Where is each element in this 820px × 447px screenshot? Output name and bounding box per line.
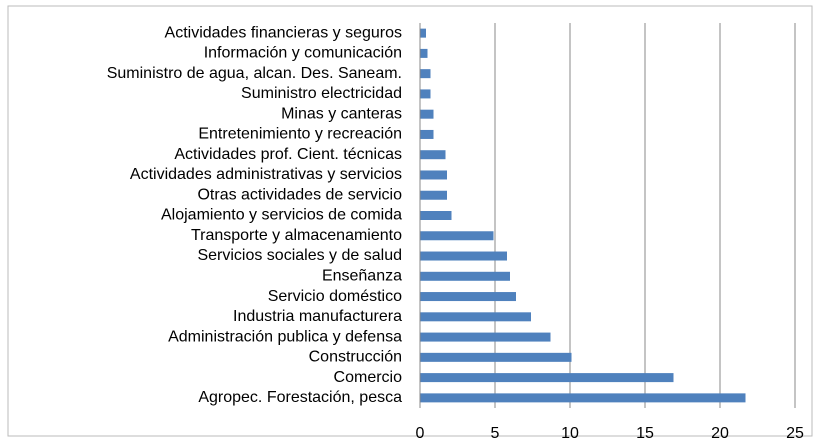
x-tick-label: 25 <box>786 425 804 442</box>
y-tick-label: Información y comunicación <box>204 45 402 62</box>
bar <box>420 373 674 383</box>
bar <box>420 292 516 302</box>
bar <box>420 150 446 160</box>
bar <box>420 393 746 403</box>
x-tick-label: 15 <box>636 425 654 442</box>
bar <box>420 352 572 362</box>
bar <box>420 271 510 281</box>
bar <box>420 190 447 200</box>
y-tick-label: Alojamiento y servicios de comida <box>161 207 402 224</box>
bar <box>420 251 507 261</box>
bar <box>420 109 434 119</box>
bar <box>420 129 434 139</box>
bar <box>420 211 452 220</box>
y-tick-label: Comercio <box>334 369 403 386</box>
y-tick-label: Otras actividades de servicio <box>197 186 402 203</box>
y-tick-label: Construcción <box>309 349 402 366</box>
y-tick-label: Minas y canteras <box>281 105 402 122</box>
bar <box>420 231 494 241</box>
y-tick-label: Suministro electricidad <box>241 85 402 102</box>
y-tick-label: Servicio doméstico <box>268 288 402 305</box>
x-tick-label: 20 <box>711 425 729 442</box>
bar <box>420 332 551 342</box>
y-tick-label: Agropec. Forestación, pesca <box>198 389 402 406</box>
y-tick-label: Servicios sociales y de salud <box>197 247 402 264</box>
x-tick-label: 0 <box>416 425 425 442</box>
bar <box>420 312 531 322</box>
bar <box>420 28 426 38</box>
y-tick-label: Suministro de agua, alcan. Des. Saneam. <box>107 65 402 82</box>
x-tick-label: 10 <box>561 425 579 442</box>
y-tick-label: Actividades administrativas y servicios <box>130 166 402 183</box>
bar <box>420 89 431 99</box>
bar <box>420 48 428 58</box>
y-tick-label: Actividades financieras y seguros <box>165 24 402 41</box>
x-tick-label: 5 <box>491 425 500 442</box>
y-tick-label: Industria manufacturera <box>233 308 402 325</box>
y-tick-label: Administración publica y defensa <box>168 328 402 345</box>
chart-border <box>7 5 813 437</box>
bar <box>420 170 447 180</box>
y-tick-label: Transporte y almacenamiento <box>191 227 402 244</box>
y-tick-label: Enseñanza <box>322 268 402 285</box>
y-tick-label: Actividades prof. Cient. técnicas <box>174 146 402 163</box>
y-tick-label: Entretenimiento y recreación <box>198 126 402 143</box>
bar <box>420 69 431 79</box>
